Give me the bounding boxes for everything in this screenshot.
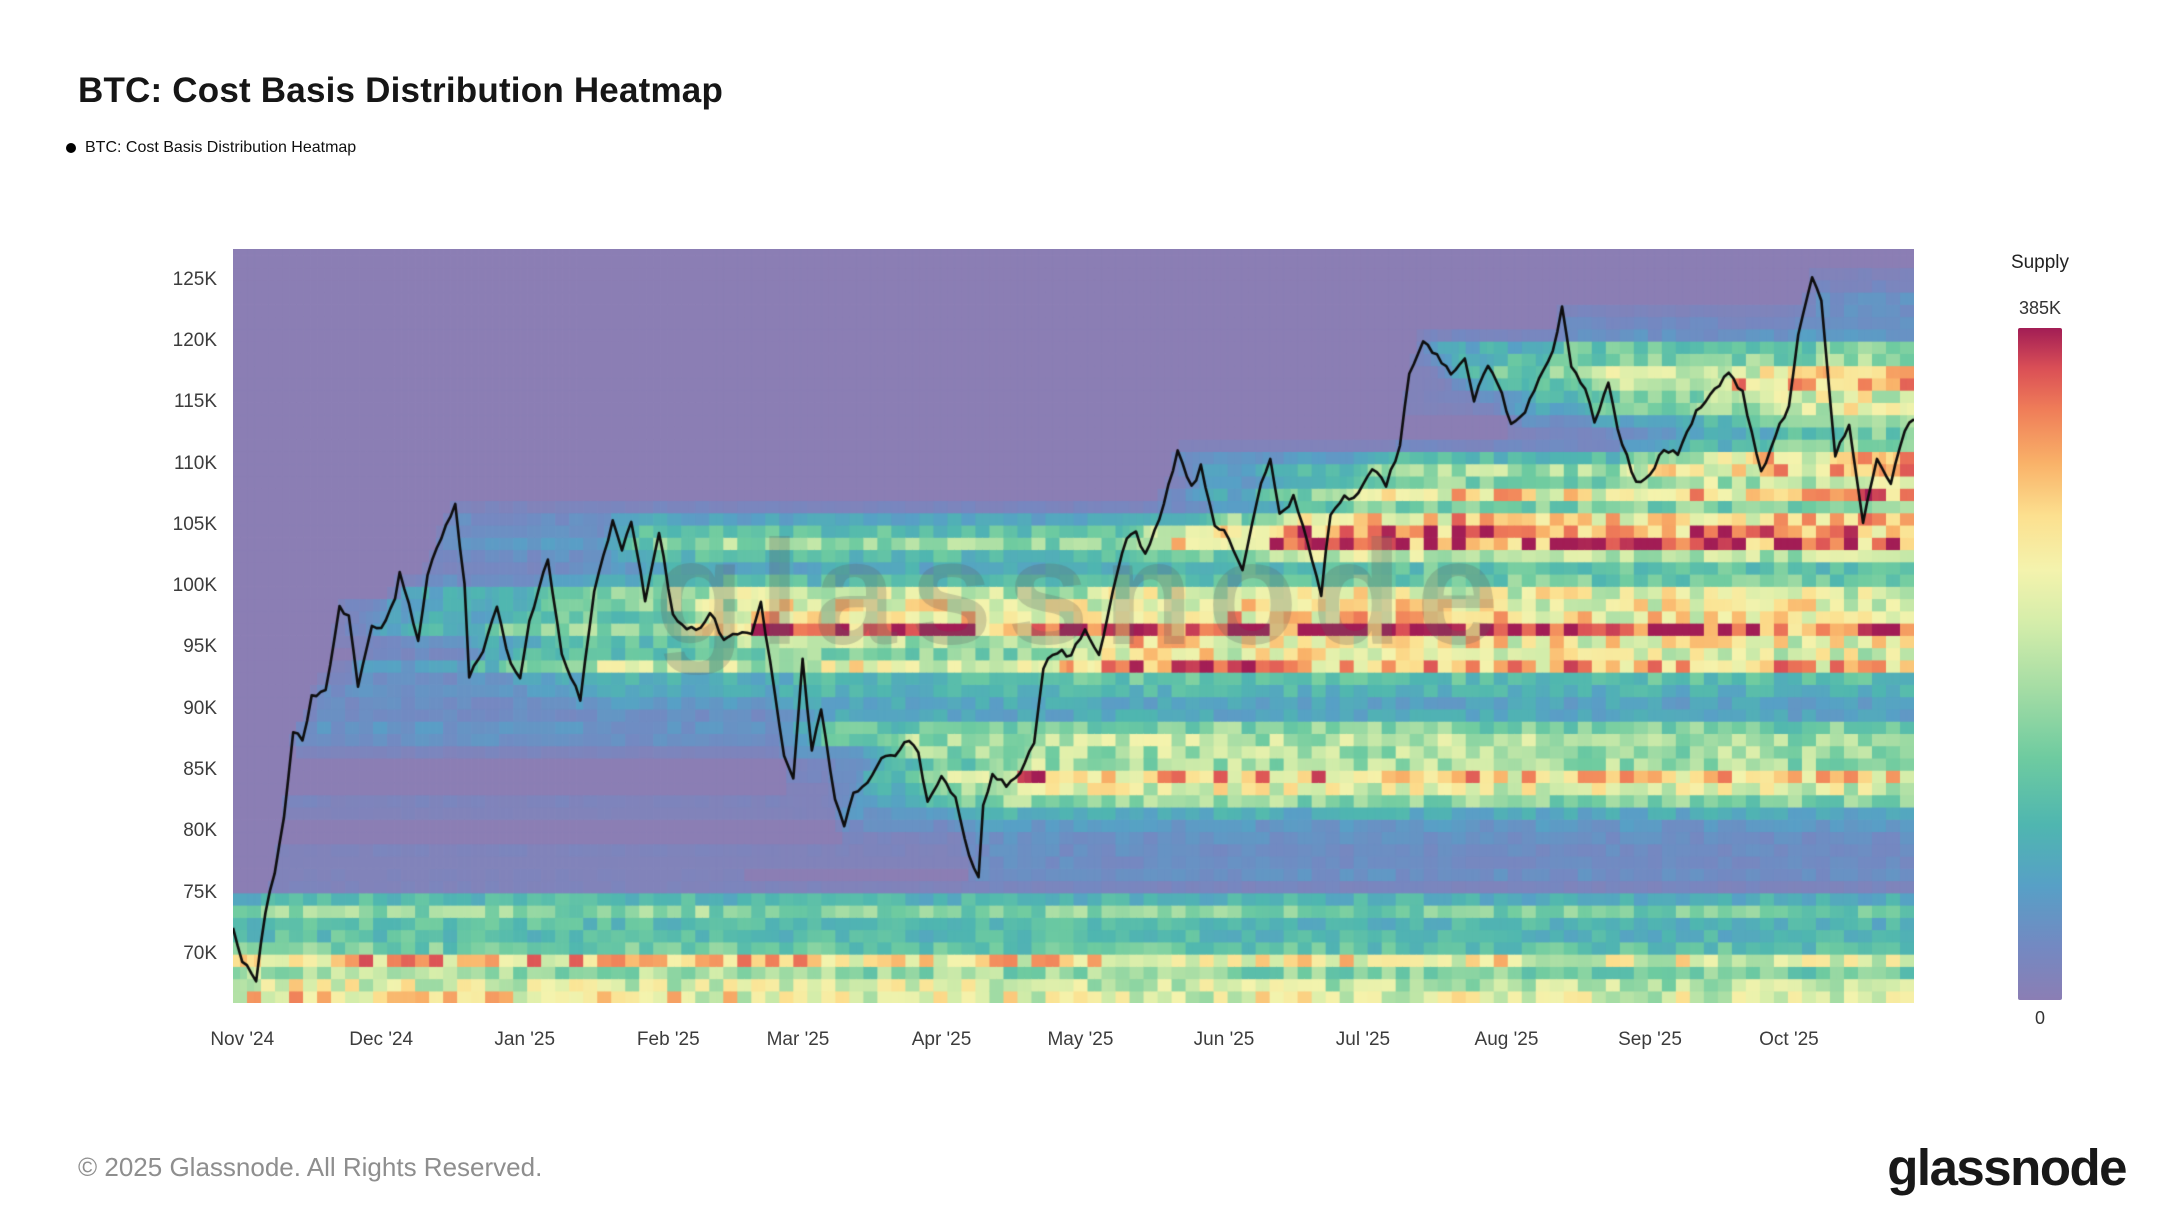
y-tick-label: 125K bbox=[172, 268, 217, 290]
y-tick-label: 85K bbox=[183, 759, 217, 781]
y-tick-label: 100K bbox=[172, 575, 217, 597]
x-tick-label: Aug '25 bbox=[1474, 1029, 1539, 1050]
x-tick-label: Jan '25 bbox=[494, 1029, 556, 1050]
x-tick-label: Apr '25 bbox=[911, 1029, 972, 1050]
legend-dot-icon bbox=[66, 143, 76, 153]
chart-area bbox=[233, 249, 1914, 1003]
x-tick-label: Dec '24 bbox=[349, 1029, 414, 1050]
y-tick-label: 95K bbox=[183, 636, 217, 658]
legend-label: BTC: Cost Basis Distribution Heatmap bbox=[85, 139, 357, 156]
page-title: BTC: Cost Basis Distribution Heatmap bbox=[78, 71, 724, 111]
colorbar-min-label: 0 bbox=[2034, 1008, 2045, 1028]
colorbar-title: Supply bbox=[2010, 252, 2070, 273]
x-tick-label: Jun '25 bbox=[1193, 1029, 1255, 1050]
x-tick-label: Sep '25 bbox=[1618, 1029, 1682, 1050]
y-tick-label: 110K bbox=[174, 452, 217, 474]
x-tick-label: Jul '25 bbox=[1335, 1029, 1391, 1050]
y-tick-label: 105K bbox=[172, 513, 217, 535]
x-tick-label: Nov '24 bbox=[210, 1029, 275, 1050]
copyright-text: © 2025 Glassnode. All Rights Reserved. bbox=[78, 1152, 543, 1182]
y-tick-label: 115K bbox=[174, 391, 217, 413]
colorbar: Supply 385K 0 bbox=[1979, 252, 2101, 1029]
y-tick-label: 120K bbox=[172, 329, 217, 351]
y-tick-label: 75K bbox=[183, 881, 217, 903]
x-tick-label: Oct '25 bbox=[1759, 1029, 1819, 1050]
chart-legend[interactable]: BTC: Cost Basis Distribution Heatmap bbox=[66, 139, 356, 157]
x-tick-label: May '25 bbox=[1047, 1029, 1114, 1050]
x-tick-label: Feb '25 bbox=[636, 1029, 700, 1050]
y-tick-label: 90K bbox=[183, 697, 217, 719]
colorbar-max-label: 385K bbox=[2018, 298, 2062, 318]
heatmap-canvas[interactable] bbox=[233, 249, 1914, 1003]
y-tick-label: 80K bbox=[183, 820, 217, 842]
x-tick-label: Mar '25 bbox=[766, 1029, 830, 1050]
glassnode-logo: glassnode bbox=[1887, 1139, 2127, 1196]
colorbar-gradient bbox=[2018, 328, 2062, 1000]
y-tick-label: 70K bbox=[183, 942, 217, 964]
